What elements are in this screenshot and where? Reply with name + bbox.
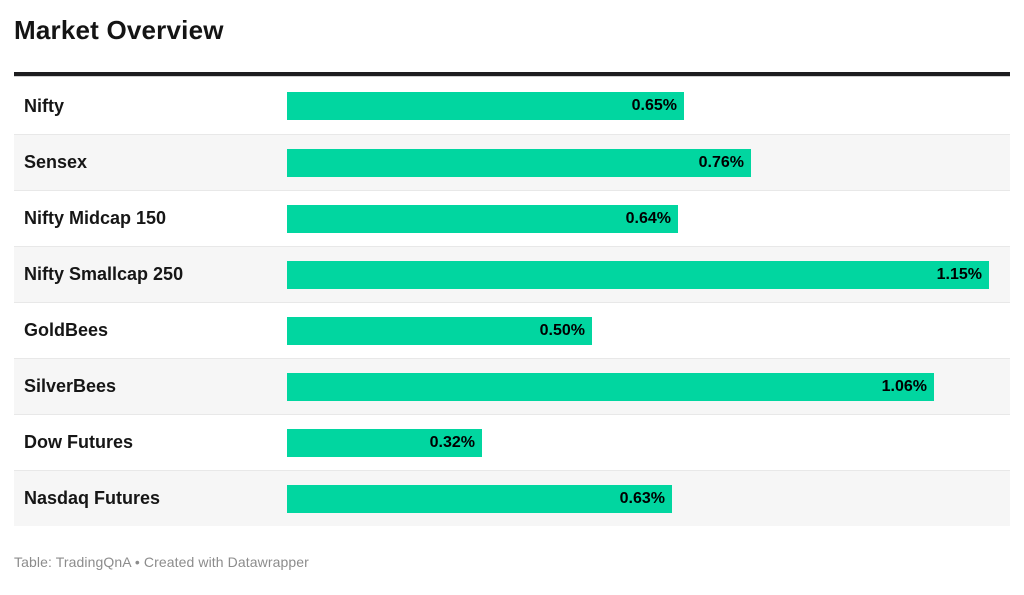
bar-cell: 0.65% [287,92,1010,120]
table-row: SilverBees 1.06% [14,358,1010,414]
table-row: Sensex 0.76% [14,134,1010,190]
bar-cell: 1.06% [287,372,1010,401]
row-category-label: Nasdaq Futures [24,488,161,508]
row-category-label: GoldBees [24,320,109,340]
row-category-label: Sensex [24,152,88,172]
value-bar: 0.63% [287,484,672,513]
value-bar: 0.32% [287,428,482,457]
value-bar: 0.64% [287,204,678,233]
table-row: Nifty Midcap 150 0.64% [14,190,1010,246]
row-category-label: SilverBees [24,376,117,396]
row-category-label: Nifty Midcap 150 [24,208,167,228]
value-bar: 1.06% [287,372,934,401]
table-row: Nasdaq Futures 0.63% [14,470,1010,526]
value-bar: 0.76% [287,148,751,177]
header-rule [14,72,1010,77]
value-bar: 1.15% [287,260,989,289]
bar-cell: 0.64% [287,204,1010,233]
table-row: Nifty Smallcap 250 1.15% [14,246,1010,302]
row-category-label: Dow Futures [24,432,134,452]
value-bar: 0.65% [287,92,684,120]
row-category-label: Nifty Smallcap 250 [24,264,184,284]
bar-cell: 0.76% [287,148,1010,177]
chart-footer-attribution: Table: TradingQnA • Created with Datawra… [14,554,309,570]
bar-cell: 0.32% [287,428,1010,457]
bar-cell: 1.15% [287,260,1010,289]
row-category-label: Nifty [24,95,64,116]
value-bar: 0.50% [287,316,592,345]
table-row: Dow Futures 0.32% [14,414,1010,470]
bar-cell: 0.50% [287,316,1010,345]
table-row: Nifty 0.65% [14,78,1010,134]
bar-cell: 0.63% [287,484,1010,513]
table-row: GoldBees 0.50% [14,302,1010,358]
bar-chart-rows: Nifty 0.65% Sensex 0.76% Nifty Midcap 15… [14,78,1010,526]
chart-title: Market Overview [14,15,224,45]
